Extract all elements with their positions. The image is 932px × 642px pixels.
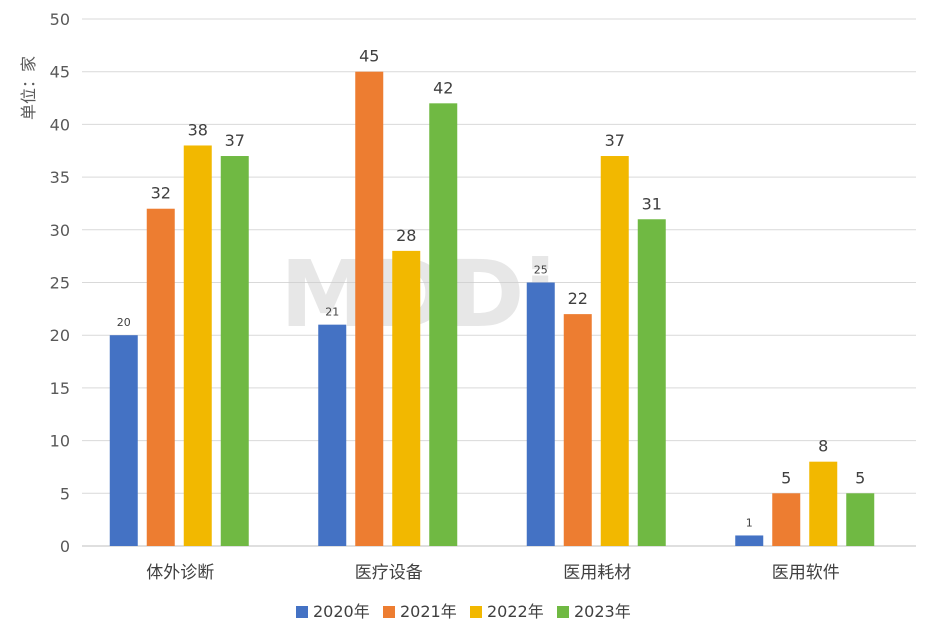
y-tick-label: 10 xyxy=(50,432,70,451)
x-axis-category-labels: 体外诊断 医疗设备 医用耗材 医用软件 xyxy=(146,563,840,583)
bar xyxy=(392,250,421,546)
x-category-label: 医用耗材 xyxy=(563,563,631,583)
data-label: 45 xyxy=(359,47,379,66)
y-tick-label: 15 xyxy=(50,379,70,398)
legend-entry-label: 2023年 xyxy=(574,602,631,621)
legend: 2020年 2021年 2022年 2023年 xyxy=(296,602,631,621)
bar xyxy=(809,461,838,546)
data-label: 5 xyxy=(781,468,791,487)
y-tick-label: 20 xyxy=(50,326,70,345)
bar xyxy=(109,335,138,546)
data-label: 38 xyxy=(188,120,208,139)
bar xyxy=(637,219,666,546)
bar xyxy=(183,145,212,547)
bars xyxy=(109,71,875,547)
data-labels: 20 32 38 37 21 45 28 42 25 22 37 31 1 5 8 5 xyxy=(117,47,866,530)
data-label: 32 xyxy=(151,184,171,203)
x-category-label: 医疗设备 xyxy=(355,563,423,583)
y-axis-label: 单位：家 xyxy=(19,56,38,120)
bar xyxy=(318,324,347,546)
y-tick-label: 45 xyxy=(50,63,70,82)
x-category-label: 医用软件 xyxy=(772,563,840,583)
data-label: 42 xyxy=(433,78,453,97)
bar xyxy=(735,535,764,546)
data-label: 1 xyxy=(746,516,753,529)
legend-swatch xyxy=(557,606,569,618)
bar xyxy=(600,156,629,546)
legend-swatch xyxy=(470,606,482,618)
data-label: 22 xyxy=(568,289,588,308)
legend-entry-label: 2022年 xyxy=(487,602,544,621)
y-tick-label: 25 xyxy=(50,274,70,293)
data-label: 37 xyxy=(605,131,625,150)
bar xyxy=(563,314,592,546)
bar xyxy=(772,493,801,546)
data-label: 31 xyxy=(642,194,662,213)
data-label: 28 xyxy=(396,226,416,245)
legend-entry-label: 2020年 xyxy=(313,602,370,621)
bar xyxy=(429,103,458,546)
legend-swatch xyxy=(296,606,308,618)
y-tick-label: 30 xyxy=(50,221,70,240)
data-label: 20 xyxy=(117,316,131,329)
y-tick-label: 5 xyxy=(60,484,70,503)
y-tick-label: 50 xyxy=(50,10,70,29)
bar xyxy=(526,282,555,546)
y-tick-label: 40 xyxy=(50,115,70,134)
data-label: 8 xyxy=(818,437,828,456)
data-label: 25 xyxy=(534,264,548,277)
y-axis-ticks: 0 5 10 15 20 25 30 35 40 45 50 xyxy=(50,10,70,556)
legend-entry-label: 2021年 xyxy=(400,602,457,621)
data-label: 21 xyxy=(325,306,339,319)
data-label: 37 xyxy=(225,131,245,150)
bar xyxy=(146,208,175,546)
y-tick-label: 35 xyxy=(50,168,70,187)
bar xyxy=(220,156,249,546)
data-label: 5 xyxy=(855,468,865,487)
bar xyxy=(846,493,875,546)
legend-swatch xyxy=(383,606,395,618)
y-tick-label: 0 xyxy=(60,537,70,556)
bar xyxy=(355,71,384,546)
x-category-label: 体外诊断 xyxy=(146,563,214,583)
